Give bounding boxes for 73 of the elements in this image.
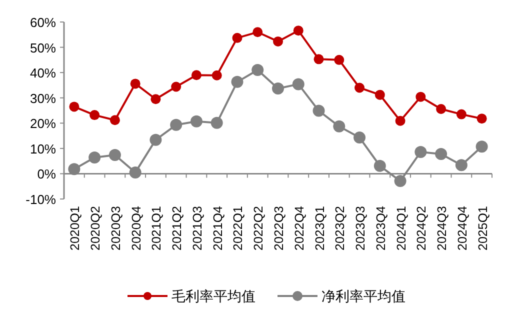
point [374,160,386,172]
x-tick-label: 2021Q3 [190,206,204,250]
point [314,54,324,64]
y-tick-label: 0% [37,166,56,182]
point [333,120,346,132]
point [68,163,80,176]
x-tick-label: 2024Q2 [414,206,429,250]
x-tick-label: 2021Q1 [150,206,164,250]
point [456,109,466,120]
x-tick-label: 2020Q3 [108,206,123,250]
x-tick-label: 2023Q1 [312,206,327,250]
point [108,149,121,162]
point [150,134,162,146]
y-tick-label: 50% [30,40,56,56]
point [273,36,283,46]
x-tick-label: 2024Q3 [435,206,450,250]
legend-label: 毛利率平均值 [172,288,256,304]
point [130,78,140,89]
x-tick-label: 2024Q4 [455,206,470,250]
point [170,118,182,131]
point [69,102,80,112]
point [476,140,488,153]
y-tick-label: 60% [30,15,56,30]
point [190,115,202,128]
x-tick-label: 2023Q2 [333,206,348,250]
point [293,26,304,36]
x-tick-label: 2021Q2 [170,206,184,250]
point [414,146,427,158]
point [150,94,161,104]
point [476,114,487,124]
point [90,110,100,120]
point [232,32,242,43]
point [455,159,468,172]
y-tick-label: 40% [30,66,56,81]
point [252,64,264,76]
x-tick-label: 2020Q2 [88,206,103,250]
point [110,115,120,126]
point [334,54,344,65]
point [171,82,182,92]
x-tick-label: 2022Q4 [292,206,306,250]
x-tick-label: 2022Q2 [252,206,266,250]
x-tick-label: 2020Q4 [129,206,144,250]
point [435,148,448,160]
point [129,166,142,178]
y-tick-label: 30% [30,90,56,106]
point [354,132,366,144]
point [272,82,284,94]
point [395,116,406,126]
y-tick-label: 10% [30,141,56,156]
point [191,70,202,80]
point [436,104,446,114]
legend-label: 净利率平均值 [322,288,406,304]
point [252,27,263,38]
x-tick-label: 2022Q3 [272,206,286,250]
x-tick-label: 2023Q3 [354,206,368,250]
point [88,152,101,164]
x-tick-label: 2025Q1 [476,206,490,250]
x-tick-label: 2020Q1 [68,206,82,250]
point [416,92,426,102]
point [292,78,304,90]
x-tick-label: 2022Q1 [231,206,246,250]
point [374,90,385,100]
point [394,175,406,188]
point [212,70,222,80]
x-tick-label: 2023Q4 [374,206,388,250]
y-tick-label: -10% [26,192,56,207]
point [354,82,365,93]
x-tick-label: 2024Q1 [394,206,408,250]
point [210,116,223,129]
point [231,76,244,88]
y-tick-label: 20% [30,116,56,132]
x-tick-label: 2021Q4 [210,206,225,250]
point [312,104,325,117]
